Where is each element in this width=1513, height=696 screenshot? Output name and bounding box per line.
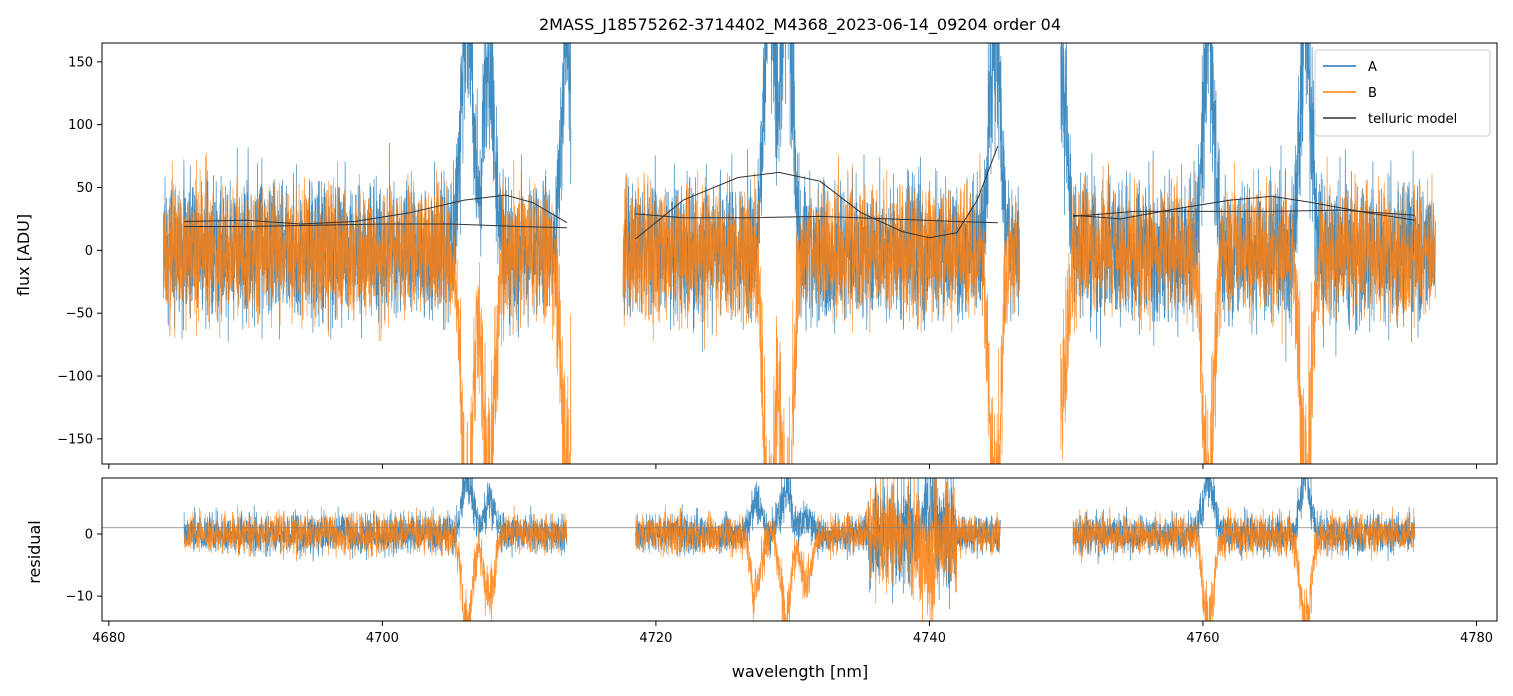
legend-frame — [1314, 49, 1491, 137]
residual-panel: −10 0 4680 4700 4720 4740 4760 4780 residual w… — [25, 477, 1498, 681]
telluric-model-curve-4 — [635, 213, 998, 224]
residual-y-axis-label: residual — [25, 520, 44, 583]
main-y-tick-label: 100 — [68, 118, 93, 133]
residual-b-line-segment-3 — [1072, 506, 1416, 621]
x-axis-label: wavelength [nm] — [732, 662, 869, 681]
main-y-ticks: −150 −100 −50 0 50 100 150 — [57, 55, 102, 447]
x-tick-label: 4780 — [1460, 631, 1493, 646]
legend-label-model: telluric model — [1368, 112, 1457, 127]
main-y-axis-label: flux [ADU] — [14, 214, 33, 296]
telluric-model-curve-2 — [184, 223, 568, 229]
series-b-line-segment-3 — [1060, 156, 1436, 464]
residual-y-tick-label: 0 — [85, 527, 93, 542]
residual-plot-area — [102, 478, 1497, 621]
legend: A B telluric model — [1314, 49, 1491, 137]
x-tick-label: 4680 — [92, 631, 125, 646]
main-y-tick-label: 150 — [68, 55, 93, 70]
telluric-model-curve-1 — [184, 194, 568, 225]
residual-y-tick-label: −10 — [66, 590, 93, 605]
main-y-tick-label: −150 — [57, 432, 93, 447]
main-y-tick-label: −50 — [66, 307, 93, 322]
chart-title: 2MASS_J18575262-3714402_M4368_2023-06-14… — [539, 15, 1061, 35]
legend-label-b: B — [1368, 86, 1377, 101]
main-axes-frame — [101, 42, 1498, 465]
residual-axes-frame — [101, 477, 1498, 622]
residual-a-line-segment-1 — [183, 478, 568, 562]
main-panel: −150 −100 −50 0 50 100 150 flux [ADU] A B tell… — [14, 42, 1498, 469]
series-b-line-segment-1 — [163, 152, 572, 464]
residual-y-ticks: −10 0 — [66, 527, 102, 605]
telluric-model-curve-6 — [1072, 209, 1415, 217]
main-plot-area — [163, 43, 1436, 464]
main-y-tick-label: −100 — [57, 370, 93, 385]
residual-b-line-segment-2 — [635, 478, 1001, 621]
legend-label-a: A — [1368, 60, 1377, 75]
series-b-line-segment-2 — [622, 153, 1020, 464]
x-tick-label: 4760 — [1186, 631, 1219, 646]
x-tick-label: 4720 — [639, 631, 672, 646]
series-a-line-segment-2 — [622, 43, 1020, 352]
main-y-tick-label: 0 — [85, 244, 93, 259]
x-tick-label: 4740 — [913, 631, 946, 646]
main-x-ticks — [108, 464, 1477, 469]
residual-b-line-segment-1 — [183, 505, 568, 621]
x-tick-label: 4700 — [366, 631, 399, 646]
main-y-tick-label: 50 — [76, 181, 93, 196]
residual-x-ticks: 4680 4700 4720 4740 4760 4780 — [92, 621, 1493, 646]
